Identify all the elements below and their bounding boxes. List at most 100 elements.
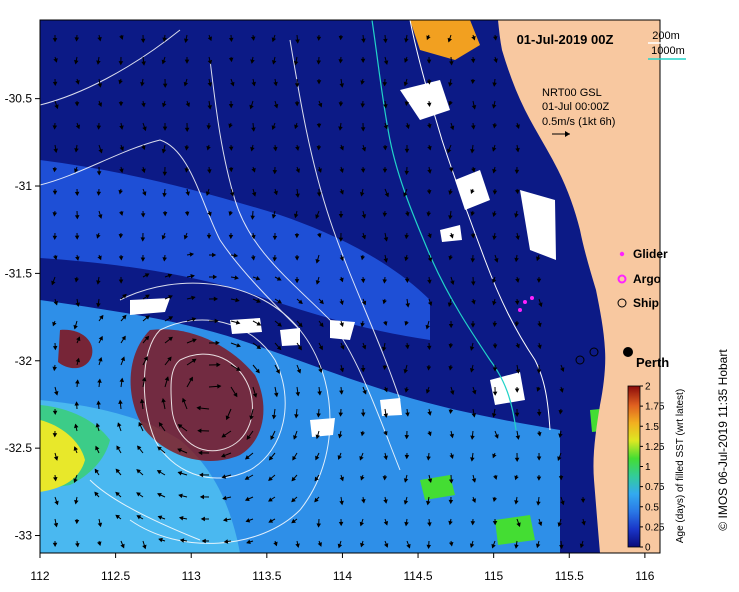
current-arrow-head xyxy=(316,413,321,418)
current-arrow-head xyxy=(76,336,81,342)
current-arrow-head xyxy=(230,81,235,87)
current-arrow-head xyxy=(198,450,203,456)
current-arrow-head xyxy=(448,479,454,484)
current-arrow-head xyxy=(493,475,498,480)
current-arrow-head xyxy=(158,422,164,427)
current-arrow-head xyxy=(197,428,202,434)
current-arrow-head xyxy=(199,494,205,500)
current-arrow-head xyxy=(273,103,279,109)
current-arrow-head xyxy=(225,415,230,421)
current-arrow-head xyxy=(52,190,58,195)
current-arrow-head xyxy=(361,300,367,306)
current-arrow-head xyxy=(295,146,300,151)
current-arrow-head xyxy=(205,191,211,196)
colorbar-label: Age (days) of filled SST (wrt latest) xyxy=(675,389,686,543)
current-arrow-head xyxy=(471,105,477,110)
current-arrow-head xyxy=(222,517,228,522)
current-arrow-head xyxy=(537,431,542,437)
current-arrow-head xyxy=(383,104,388,109)
current-arrow-head xyxy=(360,255,366,261)
current-arrow-head xyxy=(338,521,344,527)
current-arrow-head xyxy=(470,189,475,194)
sst-region-cloud-gaps xyxy=(130,80,556,437)
current-arrow-head xyxy=(492,235,497,241)
current-arrow-head xyxy=(315,214,320,219)
current-arrow-head xyxy=(383,431,388,436)
legend-argo-label: Argo xyxy=(633,272,661,286)
current-arrow-head xyxy=(316,36,322,41)
current-arrow-head xyxy=(404,58,409,63)
current-arrow-head xyxy=(251,81,256,87)
current-arrow-head xyxy=(144,335,150,341)
current-arrow-head xyxy=(337,543,343,549)
y-tick-label: -32 xyxy=(15,354,33,368)
current-arrow-head xyxy=(118,61,124,66)
current-arrow-head xyxy=(52,345,58,351)
current-arrow-head xyxy=(492,36,498,41)
current-arrow-head xyxy=(514,475,519,481)
x-tick-label: 116 xyxy=(635,569,654,583)
city-label-perth: Perth xyxy=(636,355,669,370)
current-arrow-head xyxy=(53,522,59,528)
current-arrow-head xyxy=(470,234,476,239)
current-arrow-head xyxy=(244,475,250,480)
current-arrow-head xyxy=(118,256,124,261)
platform-markers xyxy=(518,296,633,365)
colorbar-tick-label: 0 xyxy=(645,543,651,554)
current-arrow-head xyxy=(98,214,103,219)
current-arrow-head xyxy=(228,167,234,173)
current-arrow-head xyxy=(449,61,454,66)
current-arrow-head xyxy=(340,344,345,350)
current-arrow-head xyxy=(276,345,282,351)
current-arrow-head xyxy=(75,302,80,307)
current-arrow-head xyxy=(162,192,167,198)
current-arrow-head xyxy=(383,387,388,393)
current-arrow-head xyxy=(491,413,497,418)
current-arrow-head xyxy=(295,391,301,397)
current-arrow-head xyxy=(98,357,103,362)
current-arrow-head xyxy=(426,189,432,195)
current-arrow-head xyxy=(97,83,103,88)
current-arrow-head xyxy=(118,399,123,404)
map-title: 01-Jul-2019 00Z xyxy=(517,32,614,47)
current-arrow-head xyxy=(250,146,255,152)
current-arrow-head xyxy=(96,234,101,239)
current-arrow-head xyxy=(207,82,213,87)
current-arrow-head xyxy=(449,125,455,131)
contour xyxy=(170,353,253,452)
current-arrow-head xyxy=(338,59,344,64)
glider-marker xyxy=(523,300,527,304)
y-tick-label: -31.5 xyxy=(5,266,33,280)
current-arrow-head xyxy=(142,544,147,550)
current-arrow-head xyxy=(192,338,197,343)
current-arrow-head xyxy=(535,543,541,549)
current-arrow-head xyxy=(54,500,59,506)
colorbar-tick-label: 2 xyxy=(645,382,651,393)
current-arrow-head xyxy=(360,542,365,548)
current-arrow-head xyxy=(217,384,222,389)
current-arrow-head xyxy=(118,189,123,195)
current-arrow-head xyxy=(339,83,344,88)
current-arrow-head xyxy=(191,295,196,301)
isobath-200m-label: 200m xyxy=(652,30,680,42)
current-arrow-head xyxy=(492,82,497,87)
current-arrow-head xyxy=(514,169,520,174)
current-arrow-head xyxy=(581,521,586,526)
current-arrow-head xyxy=(403,369,408,374)
current-arrow-head xyxy=(404,256,409,262)
current-arrow-head xyxy=(404,148,410,154)
current-arrow-head xyxy=(141,102,146,108)
current-arrow-head xyxy=(383,413,389,418)
current-arrow-head xyxy=(119,146,124,152)
current-arrow-head xyxy=(450,390,455,395)
current-arrow-head xyxy=(51,280,56,286)
current-arrow-head xyxy=(249,415,254,421)
current-arrow-head xyxy=(190,274,195,279)
current-arrow-head xyxy=(295,168,300,174)
current-arrow-head xyxy=(74,401,80,406)
current-arrow-head xyxy=(96,125,102,130)
current-arrow-head xyxy=(426,59,432,64)
current-arrow-head xyxy=(162,102,167,108)
current-arrow-head xyxy=(216,362,221,368)
current-arrow-head xyxy=(183,38,189,44)
